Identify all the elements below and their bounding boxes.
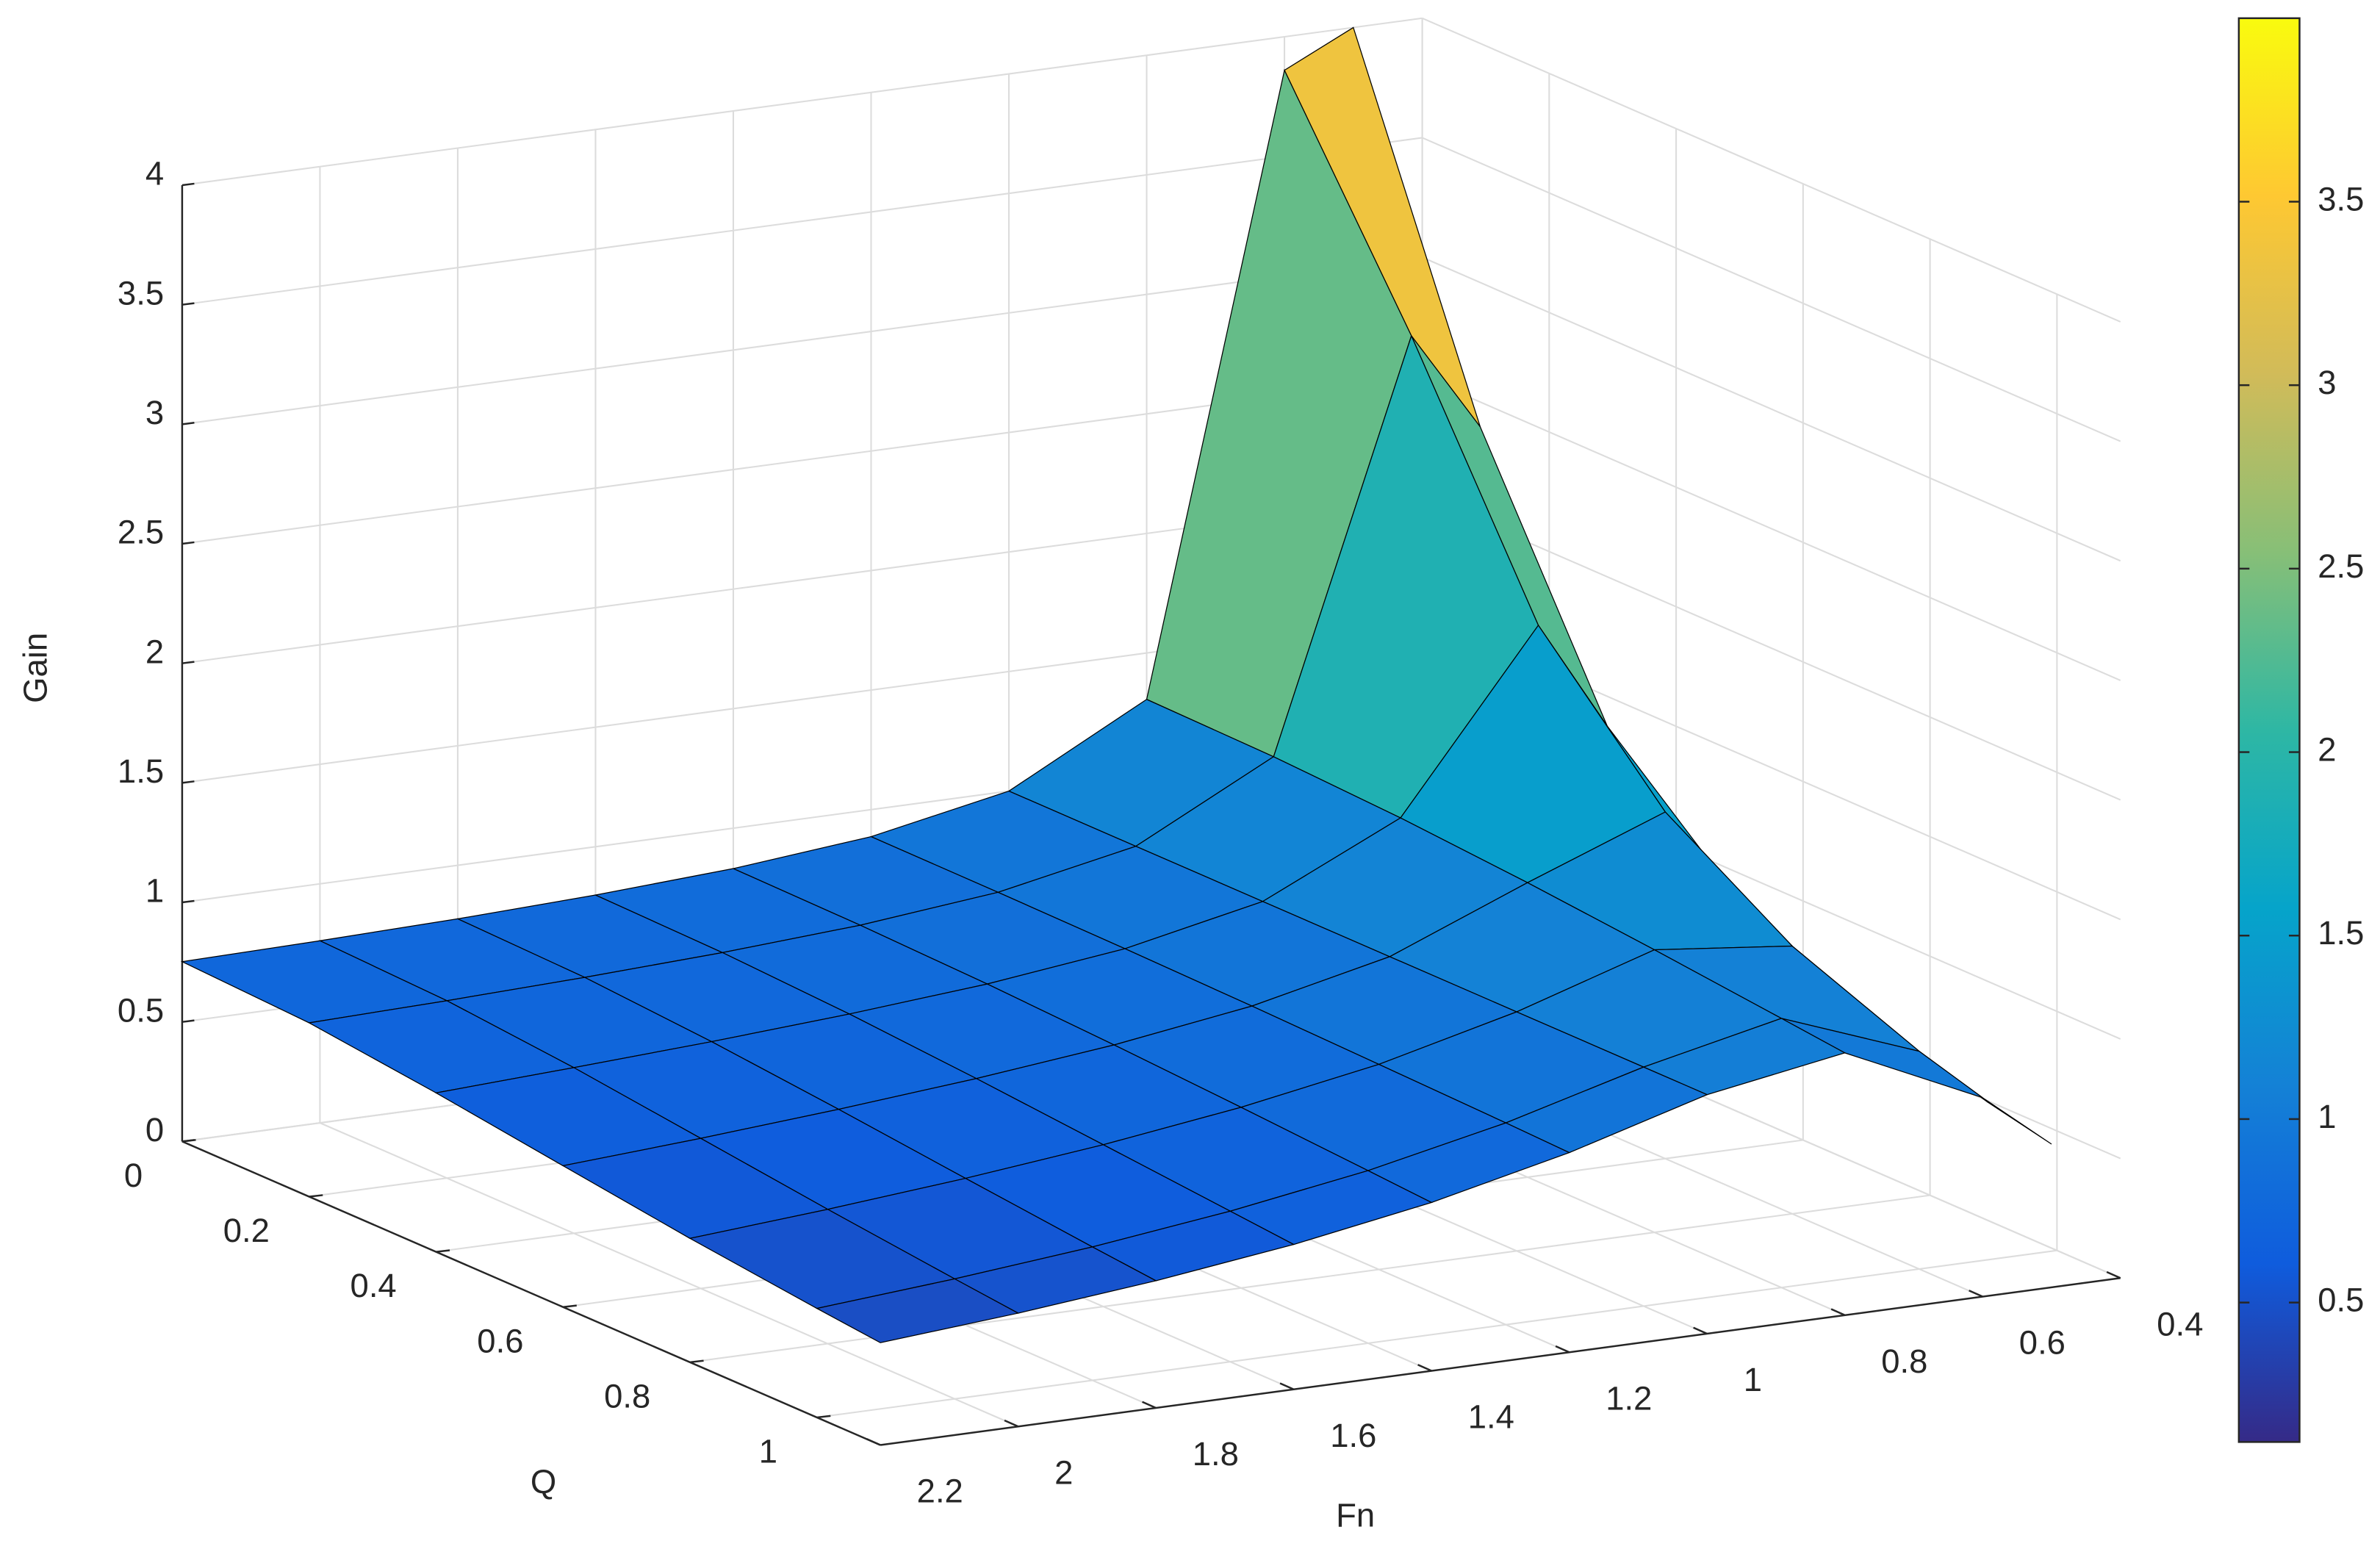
x-axis-label: Fn — [1336, 1497, 1375, 1534]
grid-line — [1422, 375, 2121, 681]
grid-line — [320, 1122, 1019, 1428]
surface-cell — [815, 1278, 1020, 1343]
z-tick — [181, 899, 195, 904]
y-tick-label: 0.4 — [350, 1267, 397, 1304]
z-tick-label: 3 — [145, 394, 164, 431]
x-axis — [880, 1277, 2121, 1446]
z-tick — [181, 302, 195, 306]
y-tick-label: 0.2 — [223, 1212, 270, 1249]
y-axis — [181, 1140, 881, 1446]
z-tick — [181, 661, 195, 664]
y-tick — [436, 1249, 450, 1253]
z-tick — [181, 422, 195, 425]
y-tick-label: 0.8 — [604, 1377, 650, 1415]
y-tick — [181, 1139, 196, 1143]
x-tick — [1279, 1382, 1295, 1390]
z-tick-label: 4 — [145, 155, 164, 193]
x-tick-label: 1.2 — [1606, 1379, 1652, 1417]
colorbar — [2237, 17, 2301, 1443]
x-tick-label: 0.6 — [2019, 1324, 2066, 1362]
x-tick-label: 1.8 — [1193, 1435, 1239, 1473]
colorbar-tick-label: 3 — [2318, 364, 2336, 401]
x-tick-label: 1.4 — [1468, 1398, 1514, 1436]
x-tick — [2106, 1271, 2121, 1279]
z-tick-label: 0 — [145, 1111, 164, 1149]
z-tick — [181, 541, 195, 545]
z-tick-label: 1 — [145, 872, 164, 910]
colorbar-tick-label: 1.5 — [2318, 914, 2364, 952]
y-axis-label: Q — [531, 1463, 556, 1501]
y-tick — [689, 1359, 704, 1364]
y-tick — [816, 1415, 831, 1419]
grid-line — [181, 256, 1423, 425]
colorbar-tick-label: 1 — [2318, 1098, 2336, 1135]
x-tick-label: 1 — [1744, 1361, 1762, 1398]
x-tick — [1969, 1290, 1983, 1298]
z-tick-label: 3.5 — [118, 274, 164, 312]
colorbar-tick-label: 3.5 — [2318, 180, 2364, 218]
x-tick — [1693, 1326, 1708, 1335]
x-tick-label: 1.6 — [1330, 1417, 1376, 1454]
y-tick-label: 0.6 — [477, 1322, 523, 1359]
grid-line — [1422, 256, 2121, 562]
x-tick-label: 0.8 — [1881, 1343, 1927, 1380]
x-tick — [1830, 1308, 1846, 1316]
x-tick — [1142, 1401, 1157, 1409]
x-tick-label: 0.4 — [2157, 1305, 2203, 1343]
colorbar-tick-label: 0.5 — [2318, 1282, 2364, 1319]
y-tick — [309, 1194, 323, 1198]
colorbar-tick-label: 2.5 — [2318, 547, 2364, 585]
z-tick — [181, 1019, 195, 1023]
x-tick — [866, 1438, 881, 1446]
grid-line — [1422, 137, 2121, 442]
z-axis-label: Gain — [17, 633, 54, 703]
grid-line — [181, 137, 1423, 306]
y-tick — [563, 1304, 577, 1308]
grid-line — [1422, 17, 2121, 323]
z-tick — [181, 780, 195, 784]
x-tick-label: 2 — [1054, 1453, 1073, 1491]
z-tick — [181, 182, 195, 187]
x-tick — [1555, 1345, 1570, 1354]
z-tick-label: 1.5 — [118, 752, 164, 790]
z-tick-label: 2 — [145, 633, 164, 670]
grid-line — [181, 17, 1423, 187]
x-tick — [1417, 1364, 1432, 1372]
grid-line — [816, 1249, 2057, 1418]
z-tick-label: 2.5 — [118, 514, 164, 551]
x-tick-label: 2.2 — [917, 1473, 963, 1510]
colorbar-tick-label: 2 — [2318, 731, 2336, 769]
y-tick-label: 0 — [124, 1157, 143, 1194]
y-tick-label: 1 — [759, 1433, 777, 1470]
grid-line — [1422, 495, 2121, 801]
surface-cell — [1919, 1051, 2052, 1145]
z-tick-label: 0.5 — [118, 991, 164, 1029]
x-tick — [1004, 1419, 1019, 1428]
